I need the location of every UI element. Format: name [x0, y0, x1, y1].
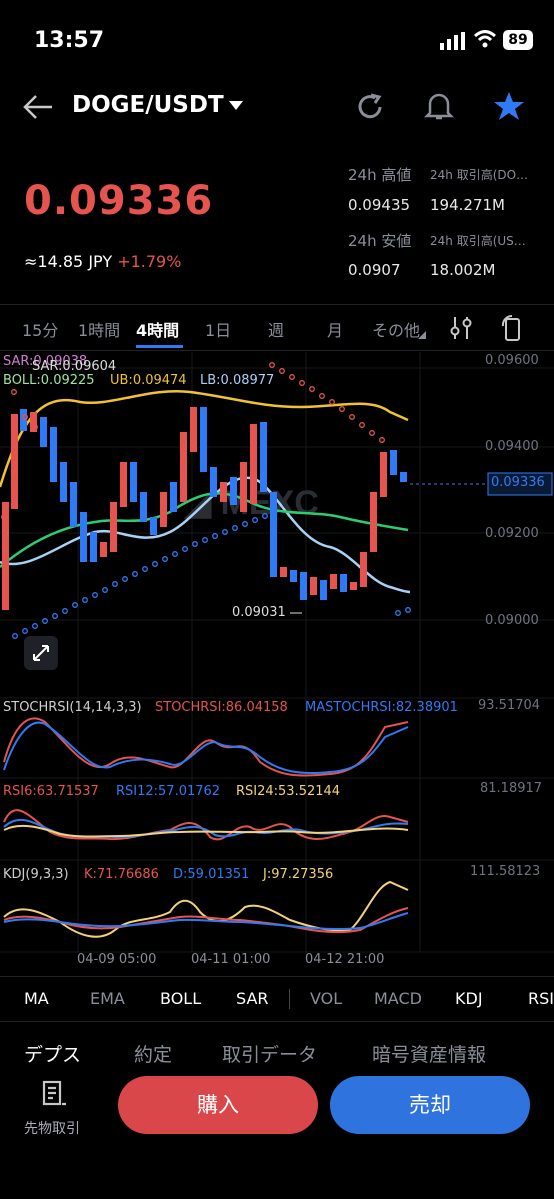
ind-kdj[interactable]: KDJ	[455, 989, 483, 1008]
boll-label: BOLL:0.09225	[3, 373, 95, 388]
ind-sar[interactable]: SAR	[236, 989, 269, 1008]
futures-label[interactable]: 先物取引	[24, 1121, 80, 1137]
price-axis-1: 0.09400	[485, 439, 539, 454]
kdj-axis: 111.58123	[470, 864, 541, 879]
vol-quote-value: 18.002M	[430, 261, 496, 279]
kdj-j: J:97.27356	[263, 867, 334, 882]
time-label-0: 04-09 05:00	[77, 952, 157, 967]
signal-icon	[440, 32, 465, 50]
expand-icon	[33, 645, 49, 661]
candles	[2, 407, 407, 610]
boll-upper-band	[0, 389, 409, 488]
grid	[0, 352, 554, 953]
stochrsi-axis: 93.51704	[478, 698, 541, 713]
tab-1d[interactable]: 1日	[205, 321, 232, 340]
low-value: 0.0907	[348, 261, 401, 279]
fiat-price: ≈14.85 JPY +1.79%	[24, 252, 181, 271]
sar-label: SAR:0.09038	[3, 354, 88, 369]
star-favorite-icon[interactable]	[492, 90, 526, 122]
divider	[0, 976, 554, 977]
kdj-k: K:71.76686	[84, 867, 159, 882]
futures-icon[interactable]	[40, 1079, 70, 1109]
battery-indicator: 89	[503, 30, 533, 50]
interval-tabs: 15分 1時間 4時間 1日 週 月 その他	[0, 305, 554, 350]
stochrsi-label: STOCHRSI(14,14,3,3)	[3, 700, 142, 715]
pair-title[interactable]: DOGE/USDT	[72, 92, 224, 118]
high-value: 0.09435	[348, 196, 411, 214]
divider	[0, 350, 554, 351]
ind-ema[interactable]: EMA	[90, 989, 125, 1008]
price-axis-3: 0.09000	[485, 613, 539, 628]
tab-month[interactable]: 月	[327, 321, 344, 340]
stochrsi-d: MASTOCHRSI:82.38901	[305, 700, 458, 715]
bell-icon[interactable]	[424, 90, 454, 122]
kline-chart[interactable]: ◢ MEXC	[0, 352, 554, 976]
more-triangle-icon	[418, 331, 426, 339]
tab-asset-info[interactable]: 暗号資産情報	[372, 1044, 487, 1066]
ind-ma[interactable]: MA	[24, 989, 49, 1008]
sar-value-overlap: SAR:0.09604	[32, 359, 117, 374]
rotate-screen-icon[interactable]	[500, 314, 524, 342]
time-label-1: 04-11 01:00	[191, 952, 271, 967]
low-marker-label: 0.09031	[232, 605, 286, 620]
rsi6-label: RSI6:63.71537	[3, 784, 99, 799]
vol-quote-label: 24h 取引高(US…	[430, 234, 526, 248]
price-axis-0: 0.09600	[485, 353, 539, 368]
indicator-selector: MA EMA BOLL SAR VOL MACD KDJ RSI	[0, 977, 554, 1022]
caret-down-icon[interactable]	[228, 100, 244, 112]
fiat-unit: JPY	[88, 252, 113, 271]
current-price-box	[487, 472, 553, 496]
fullscreen-button[interactable]	[24, 636, 58, 670]
high-label: 24h 高値	[348, 166, 412, 184]
vol-base-label: 24h 取引高(DO…	[430, 168, 529, 182]
ind-rsi[interactable]: RSI	[528, 989, 554, 1008]
sell-button[interactable]: 売却	[330, 1076, 530, 1134]
kdj-d: D:59.01351	[173, 867, 250, 882]
status-bar: 13:57 89	[0, 0, 554, 80]
ub-label: UB:0.09474	[110, 373, 187, 388]
tab-more[interactable]: その他	[372, 321, 421, 340]
sar-dots-high	[1, 362, 385, 520]
active-tab-indicator	[136, 345, 183, 348]
tab-trade-data[interactable]: 取引データ	[222, 1044, 318, 1066]
rsi-axis: 81.18917	[480, 781, 543, 796]
change-percent: +1.79%	[117, 252, 182, 271]
low-label: 24h 安値	[348, 232, 412, 250]
buy-button[interactable]: 購入	[118, 1076, 318, 1134]
clock: 13:57	[34, 28, 105, 53]
ind-macd[interactable]: MACD	[374, 989, 422, 1008]
settings-sliders-icon[interactable]	[450, 315, 472, 341]
fiat-value: ≈14.85	[24, 252, 84, 271]
rsi24-label: RSI24:53.52144	[236, 784, 341, 799]
lb-label: LB:0.08977	[200, 373, 275, 388]
indicator-divider	[289, 989, 290, 1009]
refresh-icon[interactable]	[356, 92, 386, 122]
tab-4h[interactable]: 4時間	[136, 321, 180, 340]
tab-week[interactable]: 週	[268, 321, 285, 340]
tab-depth[interactable]: デプス	[24, 1044, 82, 1066]
last-price: 0.09336	[24, 178, 214, 224]
rsi12-label: RSI12:57.01762	[116, 784, 221, 799]
divider	[0, 1021, 554, 1022]
ind-boll[interactable]: BOLL	[160, 989, 202, 1008]
kdj-label: KDJ(9,3,3)	[3, 867, 69, 882]
tab-1h[interactable]: 1時間	[78, 321, 121, 340]
wifi-icon	[474, 30, 496, 48]
back-arrow-icon[interactable]	[22, 93, 54, 121]
time-label-2: 04-12 21:00	[305, 952, 385, 967]
oscillator-lines	[3, 717, 409, 938]
current-price-label: 0.09336	[491, 475, 545, 490]
stochrsi-k: STOCHRSI:86.04158	[155, 700, 288, 715]
sar-dots-low	[12, 513, 411, 639]
tab-15m[interactable]: 15分	[22, 321, 59, 340]
divider	[0, 304, 554, 305]
vol-base-value: 194.271M	[430, 196, 505, 214]
tab-trades[interactable]: 約定	[134, 1044, 173, 1066]
price-axis-2: 0.09200	[485, 526, 539, 541]
ind-vol[interactable]: VOL	[310, 989, 343, 1008]
